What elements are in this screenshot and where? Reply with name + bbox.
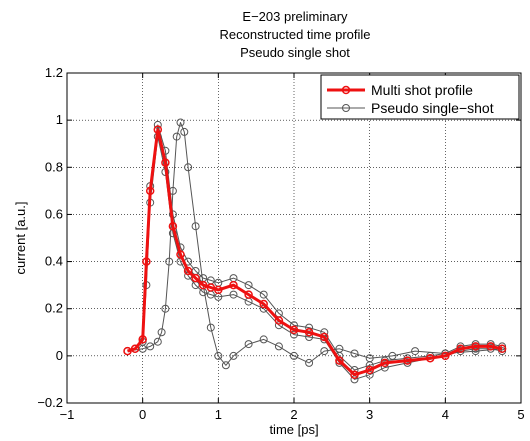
data-point	[290, 351, 298, 360]
data-point	[180, 127, 189, 136]
data-point	[320, 347, 329, 356]
data-point	[176, 250, 185, 259]
data-point	[403, 356, 412, 365]
data-point	[183, 266, 193, 276]
data-point	[350, 349, 359, 358]
data-point	[411, 347, 420, 356]
x-tick-label: 4	[442, 407, 449, 422]
data-point	[486, 342, 495, 351]
legend-label-pseudo-single-shot: Pseudo single−shot	[371, 100, 494, 116]
data-point	[138, 335, 147, 344]
data-point	[456, 344, 465, 354]
data-point	[229, 280, 238, 290]
x-tick-label: 5	[517, 407, 524, 422]
series-line	[127, 122, 503, 366]
y-tick-label: 1	[56, 112, 63, 127]
legend-label-multi-shot: Multi shot profile	[371, 82, 473, 98]
chart-title-line-3: Pseudo single shot	[240, 45, 350, 60]
data-point	[274, 342, 283, 351]
x-tick-label: 3	[366, 407, 373, 422]
data-point	[380, 358, 390, 368]
y-tick-label: 0.4	[45, 254, 63, 269]
data-point	[153, 337, 162, 346]
data-point	[497, 344, 507, 354]
y-axis-label: current [a.u.]	[13, 202, 28, 275]
data-point	[335, 356, 344, 365]
y-tick-label: 1.2	[45, 65, 63, 80]
chart-title-line-2: Reconstructed time profile	[219, 27, 370, 42]
chart-title-line-1: E−203 preliminary	[242, 9, 348, 24]
data-point	[259, 335, 268, 344]
x-tick-labels: −1 0 1 2 3 4 5	[60, 407, 525, 422]
data-point	[221, 361, 230, 370]
data-point	[161, 158, 170, 167]
data-point	[168, 221, 178, 231]
data-point	[176, 118, 185, 127]
data-point	[335, 344, 344, 353]
data-point	[244, 281, 253, 290]
data-point	[191, 273, 200, 283]
data-point	[214, 285, 223, 295]
data-point	[130, 344, 140, 354]
data-point	[229, 351, 238, 360]
data-point	[425, 353, 435, 363]
data-point	[365, 354, 374, 363]
chart-title: E−203 preliminary Reconstructed time pro…	[219, 9, 370, 60]
x-tick-label: −1	[60, 407, 75, 422]
data-point	[305, 358, 314, 367]
data-point	[172, 132, 181, 141]
data-point	[244, 290, 253, 299]
data-point	[206, 323, 215, 332]
data-point	[350, 370, 359, 379]
data-point	[388, 351, 397, 360]
data-point	[441, 351, 450, 361]
data-point	[198, 280, 208, 290]
data-point	[304, 328, 314, 337]
y-tick-label: 0.8	[45, 159, 63, 174]
data-point	[145, 186, 155, 196]
y-tick-label: 0.6	[45, 206, 63, 221]
data-point	[123, 346, 132, 356]
x-tick-label: 1	[215, 407, 222, 422]
data-point	[165, 257, 174, 266]
data-point	[365, 365, 374, 375]
axis-ticks	[66, 72, 522, 404]
data-point	[142, 257, 151, 266]
data-point	[161, 304, 170, 313]
y-tick-label: 0.2	[45, 301, 63, 316]
x-tick-label: 2	[290, 407, 297, 422]
data-point	[320, 332, 329, 342]
y-tick-label: −0.2	[37, 395, 63, 410]
data-point	[244, 340, 253, 349]
x-tick-label: 0	[139, 407, 146, 422]
legend-box	[320, 74, 520, 120]
data-point	[214, 351, 223, 360]
y-tick-labels: −0.2 0 0.2 0.4 0.6 0.8 1 1.2	[37, 65, 63, 410]
data-point	[191, 222, 200, 231]
legend-marker-multi-shot	[341, 85, 351, 95]
plot-series	[123, 118, 507, 384]
data-point	[259, 290, 268, 299]
data-point	[206, 283, 216, 292]
data-point	[259, 299, 268, 309]
y-tick-label: 0	[56, 348, 63, 363]
x-axis-label: time [ps]	[269, 422, 318, 437]
data-point	[289, 325, 299, 335]
series-3	[123, 125, 507, 379]
data-point	[274, 316, 284, 325]
data-point	[184, 163, 193, 172]
legend-marker-pseudo-single-shot	[342, 104, 350, 112]
data-point	[157, 328, 166, 337]
data-point	[229, 290, 238, 299]
data-point	[153, 125, 163, 134]
data-point	[146, 342, 155, 351]
legend: Multi shot profile Pseudo single−shot	[320, 74, 520, 120]
data-point	[471, 342, 480, 351]
